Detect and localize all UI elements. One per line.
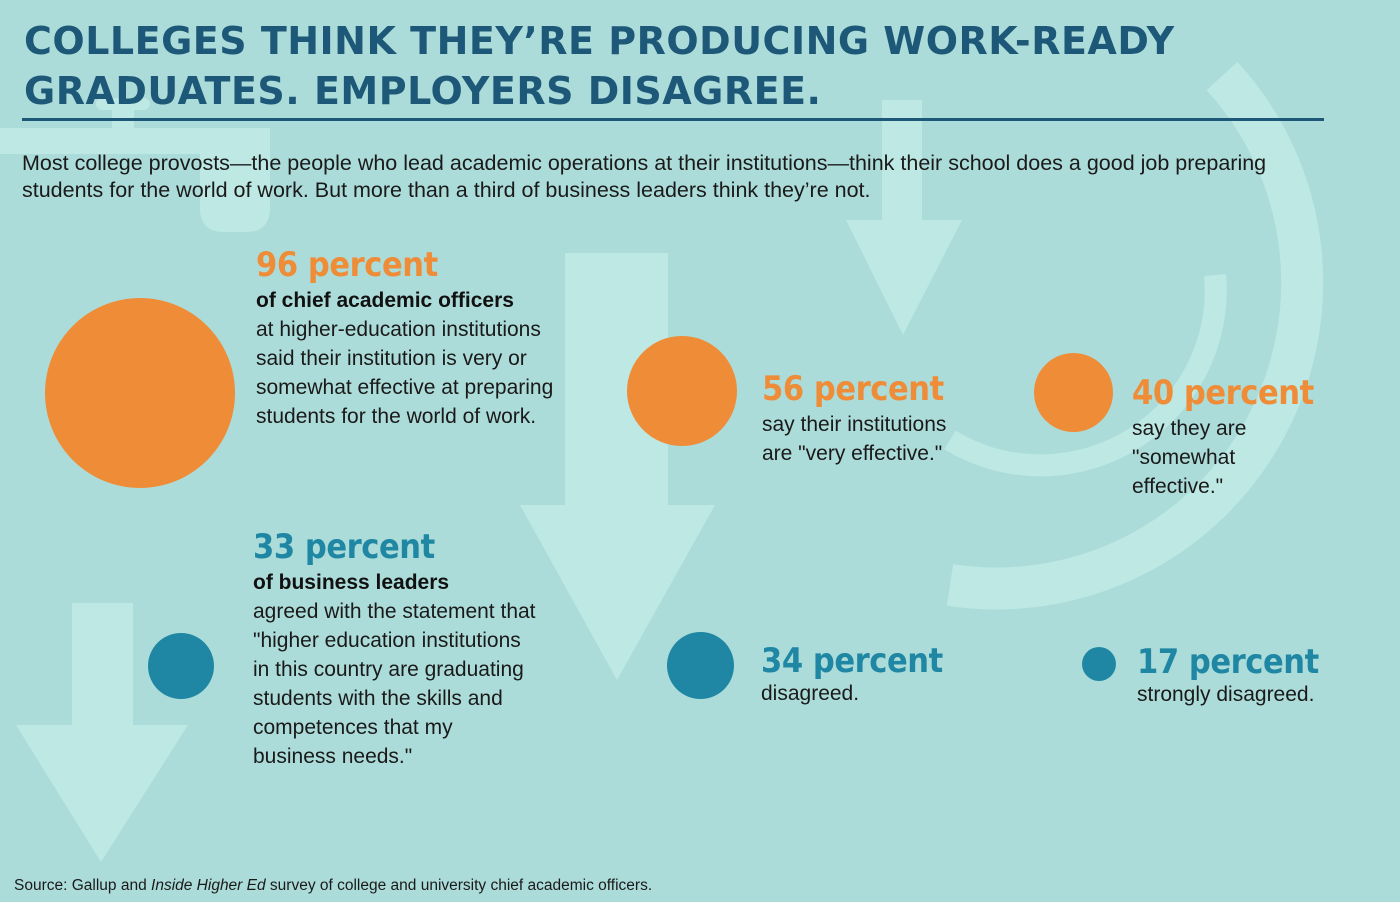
faucet-icon [0,98,270,232]
stat-somewhat-effective: 40 percent say they are "somewhat effect… [1132,372,1322,501]
circular-arc-icon [946,61,1324,610]
intro-text: Most college provosts—the people who lea… [22,151,1267,202]
bubble-business-strongly-disagree [1082,647,1116,681]
down-arrow-icon [846,100,962,335]
source-prefix: Source: Gallup and [14,877,152,894]
stat-academic-total: 96 percent of chief academic officers at… [256,244,556,431]
stat-very-effective: 56 percent say their institutions are "v… [762,368,952,468]
stat-description: at higher-education institutions said th… [256,318,554,428]
source-note: Source: Gallup and Inside Higher Ed surv… [14,876,652,896]
stat-value: 34 percent [761,641,943,681]
stat-value: 96 percent [256,245,438,285]
stat-description: disagreed. [761,682,860,705]
bubble-very-effective [627,336,737,446]
bubble-somewhat-effective [1034,353,1113,432]
stat-business-disagree: 34 percent disagreed. [761,640,981,706]
stat-business-strongly-disagree: 17 percent strongly disagreed. [1137,641,1387,707]
page-title: Colleges think they’re producing work-re… [24,19,1175,113]
title-divider [22,118,1324,121]
stat-description: say their institutions are "very effecti… [762,413,947,465]
stat-description: strongly disagreed. [1137,683,1315,706]
bubble-business-agree [148,633,214,699]
stat-value: 33 percent [253,527,435,567]
stat-value: 40 percent [1132,373,1314,413]
stat-business-agree: 33 percent of business leaders agreed wi… [253,526,538,771]
stat-value: 17 percent [1137,642,1319,682]
stat-lead: of chief academic officers [256,289,514,312]
bubble-business-disagree [667,632,734,699]
stat-description: say they are "somewhat effective." [1132,417,1247,498]
source-publication: Inside Higher Ed [151,877,266,894]
stat-description: agreed with the statement that "higher e… [253,600,536,768]
stat-lead: of business leaders [253,571,450,594]
bubble-academic-total [45,298,235,488]
stat-value: 56 percent [762,369,944,409]
down-arrow-icon [16,603,188,862]
source-suffix: survey of college and university chief a… [265,877,653,894]
